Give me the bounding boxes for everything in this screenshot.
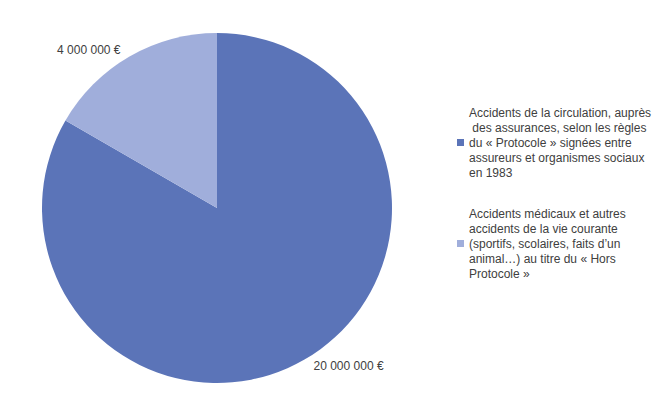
svg-text:4 000 000 €: 4 000 000 € [57,43,121,57]
svg-text:animal…) au titre du « Hors: animal…) au titre du « Hors [469,252,619,266]
svg-text:(sportifs, scolaires, faits d’: (sportifs, scolaires, faits d’un [469,237,624,251]
svg-text:assureurs et organismes sociau: assureurs et organismes sociaux [469,151,648,165]
svg-text:20 000 000 €: 20 000 000 € [314,359,384,373]
svg-text:Protocole »: Protocole » [469,267,530,281]
svg-text:accidents de la vie courante: accidents de la vie courante [469,222,621,236]
svg-text:du « Protocole » signées entre: du « Protocole » signées entre [469,136,635,150]
svg-text:Accidents médicaux et autres: Accidents médicaux et autres [469,207,629,221]
svg-text:en 1983: en 1983 [469,166,513,180]
svg-text:Accidents de la circulation, a: Accidents de la circulation, auprès [469,106,651,120]
svg-text:des assurances, selon les règl: des assurances, selon les règles [469,121,650,135]
